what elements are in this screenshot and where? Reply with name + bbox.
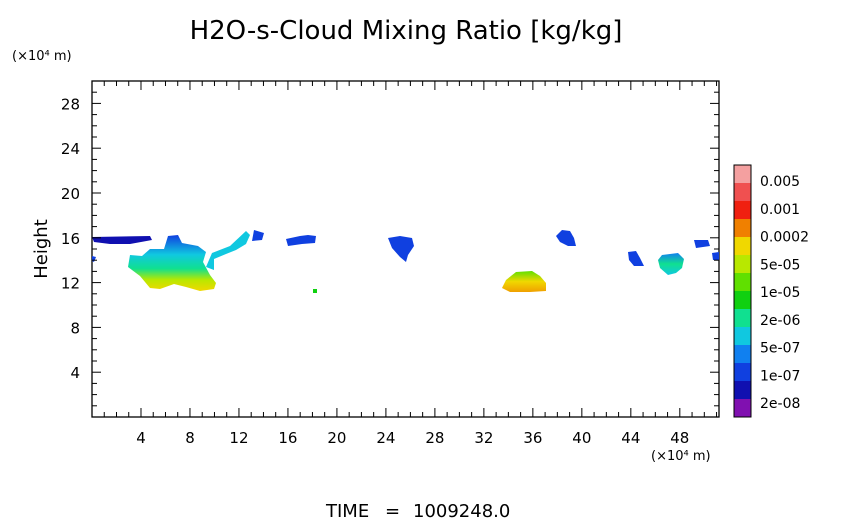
cloud-patch-c2 bbox=[128, 235, 216, 291]
colorbar-swatch bbox=[734, 363, 751, 382]
colorbar-label: 1e-07 bbox=[760, 368, 800, 384]
x-tick-label: 16 bbox=[278, 429, 297, 447]
colorbar-swatch bbox=[734, 219, 751, 238]
colorbar-label: 5e-05 bbox=[760, 257, 800, 273]
cloud-field bbox=[92, 230, 719, 293]
time-footer: TIME = 1009248.0 bbox=[325, 501, 510, 519]
chart-title: H2O-s-Cloud Mixing Ratio [kg/kg] bbox=[190, 16, 623, 46]
colorbar-swatch bbox=[734, 327, 751, 346]
colorbar-swatch bbox=[734, 399, 751, 418]
colorbar-swatch bbox=[734, 255, 751, 274]
time-label: TIME bbox=[325, 501, 369, 519]
colorbar-label: 2e-06 bbox=[760, 313, 800, 329]
colorbar-swatch bbox=[734, 309, 751, 328]
colorbar-swatch bbox=[734, 201, 751, 220]
x-tick-label: 4 bbox=[136, 429, 146, 447]
y-tick-label: 12 bbox=[61, 275, 80, 293]
cloud-patch-c1 bbox=[92, 236, 152, 244]
time-separator: = bbox=[385, 501, 400, 519]
cloud-patch-c5 bbox=[388, 236, 414, 262]
x-tick-label: 32 bbox=[474, 429, 493, 447]
cloud-patch-c10 bbox=[712, 252, 719, 260]
y-tick-label: 24 bbox=[61, 140, 80, 158]
y-axis-unit: (×10⁴ m) bbox=[12, 49, 72, 64]
y-tick-label: 16 bbox=[61, 230, 80, 248]
x-tick-label: 12 bbox=[229, 429, 248, 447]
colorbar-swatch bbox=[734, 273, 751, 292]
colorbar-swatch bbox=[734, 381, 751, 400]
colorbar-label: 0.0002 bbox=[760, 230, 809, 246]
cloud-patch-c4 bbox=[313, 289, 317, 293]
x-tick-label: 8 bbox=[185, 429, 195, 447]
cloud-patch-c3 bbox=[206, 231, 250, 270]
colorbar: 0.005 0.001 0.0002 5e-05 1e-05 2e-06 5e-07 1e-0… bbox=[733, 164, 809, 418]
x-tick-label: 40 bbox=[572, 429, 591, 447]
cloud-patch-c9 bbox=[658, 253, 684, 275]
colorbar-swatch bbox=[734, 237, 751, 256]
colorbar-frame bbox=[733, 164, 752, 418]
colorbar-swatch bbox=[734, 165, 751, 184]
colorbar-label: 5e-07 bbox=[760, 341, 800, 357]
cloud-patch-c8 bbox=[628, 251, 644, 266]
x-axis-unit: (×10⁴ m) bbox=[651, 449, 711, 464]
y-axis-label: Height bbox=[31, 219, 52, 279]
colorbar-swatch bbox=[734, 291, 751, 310]
x-tick-label: 44 bbox=[621, 429, 640, 447]
x-tick-label: 24 bbox=[376, 429, 395, 447]
y-tick-label: 20 bbox=[61, 185, 80, 203]
colorbar-swatch bbox=[734, 345, 751, 364]
y-tick-label: 8 bbox=[70, 319, 80, 337]
time-value: 1009248.0 bbox=[413, 501, 510, 519]
x-tick-label: 20 bbox=[327, 429, 346, 447]
cloud-patch-c4 bbox=[286, 235, 316, 246]
cloud-patch-c10 bbox=[694, 240, 710, 248]
colorbar-label: 2e-08 bbox=[760, 396, 800, 412]
cloud-patch-c7 bbox=[556, 230, 576, 246]
colorbar-label: 0.005 bbox=[760, 174, 800, 190]
colorbar-label: 0.001 bbox=[760, 202, 800, 218]
x-tick-label: 48 bbox=[670, 429, 689, 447]
colorbar-swatch bbox=[734, 183, 751, 202]
x-tick-label: 36 bbox=[523, 429, 542, 447]
cloud-patch-c3 bbox=[252, 230, 264, 241]
y-tick-label: 28 bbox=[61, 95, 80, 113]
cloud-patch-c6 bbox=[502, 271, 546, 292]
y-tick-label: 4 bbox=[70, 364, 80, 382]
colorbar-label: 1e-05 bbox=[760, 285, 800, 301]
y-axis-ticks: 4 8 12 16 20 24 28 bbox=[61, 91, 719, 407]
x-tick-label: 28 bbox=[425, 429, 444, 447]
x-axis-ticks: 4 8 12 16 20 24 28 32 36 40 44 48 bbox=[103, 81, 718, 447]
